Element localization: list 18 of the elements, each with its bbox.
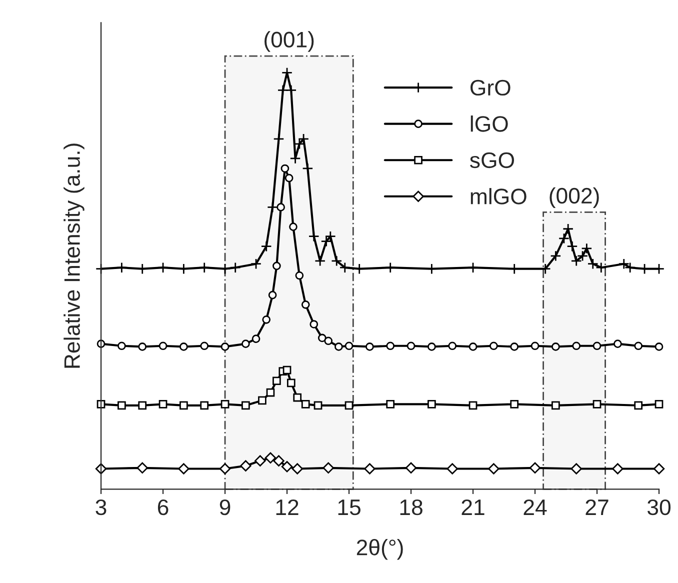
x-tick-label: 30 (648, 499, 671, 516)
legend-label: GrO (470, 80, 510, 96)
x-tick-label: 12 (276, 499, 298, 515)
band-label: (002) (550, 187, 599, 208)
x-tick-label: 3 (96, 499, 106, 516)
x-tick-label: 15 (338, 500, 360, 516)
legend-label: mlGO (470, 188, 526, 204)
x-tick-label: 27 (586, 499, 608, 515)
x-axis-title: 2θ(°) (356, 539, 403, 560)
x-tick-label: 21 (462, 499, 484, 515)
y-axis-title: Relative Intensity (a.u.) (64, 144, 84, 368)
x-tick-label: 6 (158, 499, 168, 516)
x-tick-label: 9 (220, 499, 230, 516)
x-tick-label: 18 (400, 499, 422, 516)
band-label: (001) (264, 31, 314, 52)
legend-label: sGO (470, 152, 514, 168)
x-tick-label: 24 (524, 499, 547, 515)
legend-label: lGO (470, 116, 508, 132)
